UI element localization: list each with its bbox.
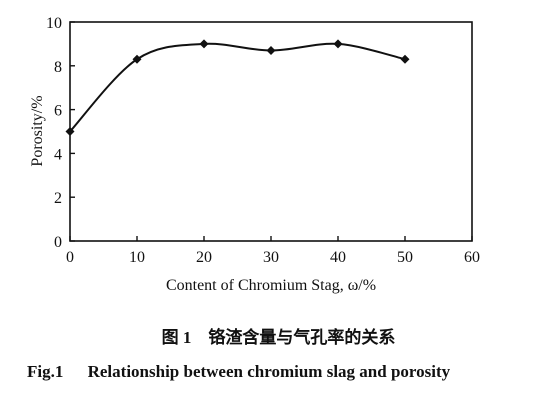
caption-english-text: Relationship between chromium slag and p… — [87, 362, 451, 381]
data-point-marker — [266, 45, 276, 55]
data-point-marker — [132, 54, 142, 64]
y-tick-label: 6 — [54, 103, 62, 120]
caption-english: Fig.1 Relationship between chromium slag… — [27, 362, 547, 382]
x-tick-label: 30 — [263, 249, 279, 266]
x-tick-label: 50 — [397, 249, 413, 266]
data-point-marker — [333, 39, 343, 49]
y-tick-label: 8 — [54, 59, 62, 76]
caption-chinese: 图 1 铬渣含量与气孔率的关系 — [161, 328, 396, 347]
caption-figure-number: Fig.1 — [27, 362, 64, 381]
data-point-marker — [65, 127, 75, 136]
x-axis-ticks: 0 10 20 30 40 50 60 — [66, 236, 480, 266]
x-tick-label: 10 — [129, 249, 145, 266]
y-tick-label: 2 — [54, 190, 62, 207]
data-point-marker — [199, 39, 209, 49]
x-tick-label: 40 — [330, 249, 346, 266]
y-tick-label: 4 — [54, 146, 62, 163]
y-axis-label: Porosity/% — [29, 95, 46, 166]
y-tick-label: 0 — [54, 234, 62, 251]
series-line — [69, 42, 406, 133]
x-tick-label: 0 — [66, 249, 74, 266]
y-tick-label: 10 — [46, 15, 62, 32]
y-axis-ticks: 0 2 4 6 8 10 — [46, 15, 75, 251]
x-tick-label: 20 — [196, 249, 212, 266]
data-points — [65, 39, 410, 136]
x-tick-label: 60 — [464, 249, 480, 266]
data-point-marker — [400, 54, 410, 64]
x-axis-label: Content of Chromium Stag, ω/% — [166, 277, 376, 294]
